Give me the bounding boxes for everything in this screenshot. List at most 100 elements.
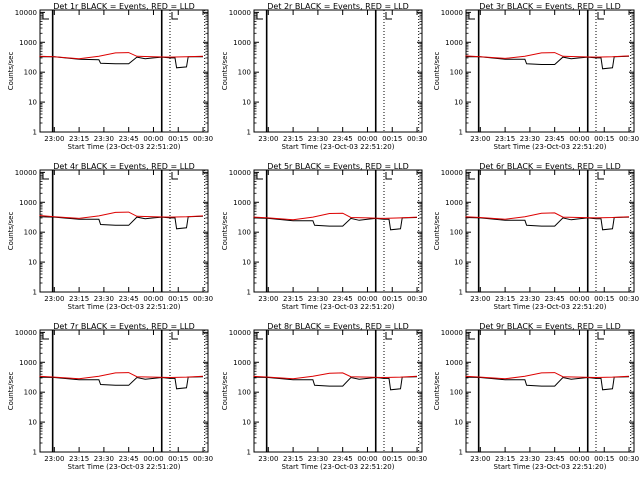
corner-marker — [171, 172, 178, 180]
corner-marker — [468, 332, 475, 340]
x-axis-label: Start Time (23-Oct-03 22:51:20) — [494, 463, 607, 471]
x-tick-label: 00:15 — [594, 295, 614, 303]
corner-marker — [597, 172, 604, 180]
x-tick-label: 00:30 — [619, 455, 639, 463]
corner-marker — [385, 12, 392, 20]
panel-title: Det 6r BLACK = Events, RED = LLD — [479, 162, 621, 171]
x-tick-label: 23:15 — [69, 295, 89, 303]
x-tick-label: 23:15 — [283, 295, 303, 303]
x-tick-label: 00:30 — [407, 135, 427, 143]
x-tick-label: 23:45 — [333, 295, 353, 303]
y-tick-label: 10 — [454, 99, 463, 107]
x-tick-label: 00:15 — [382, 135, 402, 143]
chart-panel: Det 5r BLACK = Events, RED = LLD 1 10 100 10… — [221, 162, 427, 311]
events-series-line — [39, 56, 203, 69]
x-tick-label: 23:00 — [470, 295, 490, 303]
x-tick-label: 23:15 — [283, 455, 303, 463]
lld-series-line — [465, 52, 630, 59]
x-axis-label: Start Time (23-Oct-03 22:51:20) — [494, 303, 607, 311]
plot-frame — [39, 169, 209, 293]
y-tick-label: 10000 — [441, 329, 463, 337]
x-tick-label: 00:15 — [594, 135, 614, 143]
x-tick-label: 23:00 — [44, 295, 64, 303]
corner-marker — [597, 12, 604, 20]
corner-marker — [42, 332, 49, 340]
x-tick-label: 00:00 — [357, 295, 377, 303]
y-tick-label: 10000 — [15, 9, 37, 17]
corner-marker — [42, 172, 49, 180]
y-tick-label: 10000 — [441, 169, 463, 177]
x-tick-label: 23:30 — [94, 455, 114, 463]
plot-frame — [465, 169, 635, 293]
plot-frame — [39, 329, 209, 453]
lld-series-line — [253, 372, 418, 380]
y-tick-label: 1000 — [19, 359, 37, 367]
x-tick-label: 00:00 — [357, 135, 377, 143]
y-axis-label: Counts/sec — [7, 212, 15, 251]
x-tick-label: 23:00 — [258, 455, 278, 463]
lld-series-line — [253, 212, 418, 221]
lld-series-line — [39, 372, 204, 380]
y-tick-label: 100 — [450, 229, 463, 237]
x-tick-label: 23:45 — [545, 135, 565, 143]
plot-frame — [465, 9, 635, 133]
x-tick-label: 23:30 — [308, 295, 328, 303]
y-tick-label: 1000 — [19, 39, 37, 47]
corner-marker — [42, 12, 49, 20]
chart-panel: Det 9r BLACK = Events, RED = LLD 1 10 100 10… — [433, 322, 639, 471]
y-tick-label: 1000 — [19, 199, 37, 207]
x-tick-label: 00:00 — [357, 455, 377, 463]
events-series-line — [465, 216, 630, 231]
events-series-line — [465, 376, 630, 391]
events-series-line — [253, 376, 418, 391]
y-tick-label: 10 — [28, 99, 37, 107]
corner-marker — [256, 12, 263, 20]
lld-series-line — [465, 372, 630, 380]
x-tick-label: 00:30 — [193, 135, 213, 143]
y-tick-label: 100 — [238, 229, 251, 237]
x-tick-label: 23:00 — [258, 295, 278, 303]
x-tick-label: 00:30 — [619, 135, 639, 143]
y-tick-label: 100 — [450, 69, 463, 77]
y-tick-label: 1000 — [233, 39, 251, 47]
y-tick-label: 10000 — [229, 329, 251, 337]
panel-title: Det 1r BLACK = Events, RED = LLD — [53, 2, 195, 11]
x-axis-label: Start Time (23-Oct-03 22:51:20) — [494, 143, 607, 151]
x-tick-label: 23:45 — [119, 455, 139, 463]
panel-title: Det 3r BLACK = Events, RED = LLD — [479, 2, 621, 11]
y-tick-label: 10000 — [15, 329, 37, 337]
x-axis-label: Start Time (23-Oct-03 22:51:20) — [282, 463, 395, 471]
y-tick-label: 10000 — [229, 169, 251, 177]
y-tick-label: 1000 — [445, 199, 463, 207]
events-series-line — [465, 55, 630, 70]
x-tick-label: 00:15 — [382, 295, 402, 303]
x-tick-label: 23:45 — [545, 455, 565, 463]
corner-marker — [256, 332, 263, 340]
x-tick-label: 00:30 — [407, 295, 427, 303]
x-tick-label: 00:00 — [143, 455, 163, 463]
x-tick-label: 00:30 — [193, 295, 213, 303]
x-tick-label: 00:00 — [569, 455, 589, 463]
x-axis-label: Start Time (23-Oct-03 22:51:20) — [282, 303, 395, 311]
x-tick-label: 23:00 — [470, 455, 490, 463]
panel-title: Det 5r BLACK = Events, RED = LLD — [267, 162, 409, 171]
panel-title: Det 2r BLACK = Events, RED = LLD — [267, 2, 409, 11]
plot-frame — [465, 329, 635, 453]
chart-panel: Det 6r BLACK = Events, RED = LLD 1 10 100 10… — [433, 162, 639, 311]
plot-frame — [253, 9, 423, 133]
y-tick-label: 10 — [242, 259, 251, 267]
y-tick-label: 100 — [238, 69, 251, 77]
chart-panel: Det 8r BLACK = Events, RED = LLD 1 10 100 10… — [221, 322, 427, 471]
x-tick-label: 23:30 — [94, 295, 114, 303]
x-tick-label: 00:30 — [407, 455, 427, 463]
lld-series-line — [39, 52, 204, 60]
y-tick-label: 100 — [24, 389, 37, 397]
x-axis-label: Start Time (23-Oct-03 22:51:20) — [282, 143, 395, 151]
y-tick-label: 10 — [454, 259, 463, 267]
x-tick-label: 23:00 — [44, 135, 64, 143]
x-tick-label: 23:45 — [119, 295, 139, 303]
y-tick-label: 10 — [242, 419, 251, 427]
events-series-line — [39, 376, 204, 390]
y-axis-label: Counts/sec — [7, 52, 15, 91]
